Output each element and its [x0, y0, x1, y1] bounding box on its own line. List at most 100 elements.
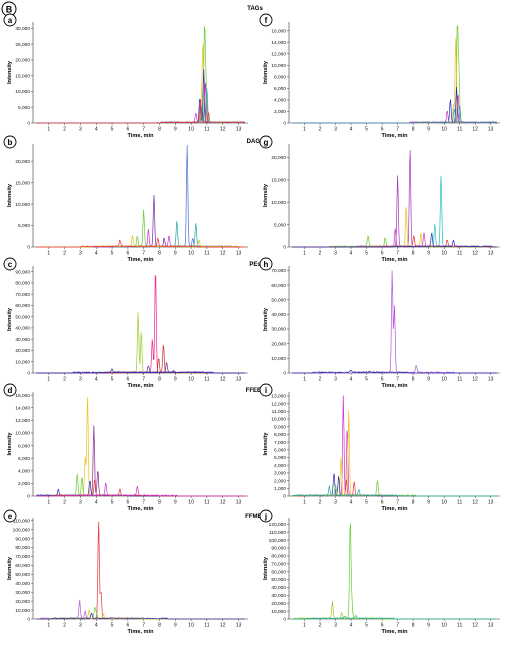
y-tick-label: 15,000 — [15, 73, 30, 79]
x-tick-label: 11 — [204, 251, 209, 257]
y-tick-label: 0 — [283, 121, 286, 127]
x-tick-label: 11 — [457, 251, 462, 257]
y-tick-label: 8,000 — [18, 443, 30, 449]
series-line — [36, 68, 245, 124]
series-line — [36, 396, 245, 497]
panel-c: PEs c 0 10,000 20,000 30,000 40,000 50,000 60,00… — [3, 257, 261, 389]
x-axis-title: Time, min — [127, 629, 154, 635]
series-line — [292, 479, 497, 497]
y-tick-label: 110,000 — [269, 530, 286, 536]
x-tick-label: 1 — [303, 127, 306, 133]
y-tick-label: 13,000 — [271, 394, 286, 400]
series-line — [36, 612, 245, 620]
x-tick-label: 5 — [111, 377, 114, 383]
series-line — [36, 599, 245, 620]
x-tick-label: 8 — [158, 251, 161, 257]
x-tick-label: 8 — [412, 377, 415, 383]
x-tick-label: 13 — [236, 251, 242, 257]
x-tick-label: 4 — [350, 500, 353, 506]
x-tick-label: 3 — [334, 377, 337, 383]
x-tick-label: 9 — [427, 500, 430, 506]
x-tick-label: 11 — [204, 127, 209, 133]
x-tick-label: 12 — [472, 251, 478, 257]
x-tick-label: 3 — [79, 127, 82, 133]
y-tick-label: 20,000 — [271, 341, 286, 347]
y-tick-label: 60,000 — [271, 569, 286, 575]
y-tick-label: 80,000 — [15, 545, 30, 551]
y-tick-label: 10,000 — [271, 417, 286, 423]
x-tick-label: 2 — [319, 623, 322, 629]
group-title: PEs — [249, 262, 261, 268]
x-tick-label: 11 — [204, 623, 209, 629]
y-tick-label: 20,000 — [15, 599, 30, 605]
x-tick-label: 6 — [381, 127, 384, 133]
y-tick-label: 0 — [283, 494, 286, 500]
x-tick-label: 3 — [79, 377, 82, 383]
x-tick-label: 6 — [381, 377, 384, 383]
x-tick-label: 4 — [350, 377, 353, 383]
x-tick-label: 8 — [158, 127, 161, 133]
panel-badge — [259, 13, 273, 27]
x-tick-label: 13 — [236, 127, 242, 133]
group-title: FFMEs — [245, 514, 265, 520]
panel-letter: j — [264, 512, 267, 521]
panel-letter: a — [8, 16, 13, 25]
x-tick-label: 5 — [111, 500, 114, 506]
y-tick-label: 25,000 — [15, 42, 30, 48]
y-tick-label: 3,000 — [274, 471, 286, 477]
x-tick-label: 9 — [427, 251, 430, 257]
panel-d: FFEEs d 0 2,000 4,000 6,000 8,000 10,000 12,000 1… — [3, 383, 265, 512]
y-tick-label: 4,000 — [274, 463, 286, 469]
x-tick-label: 11 — [457, 377, 462, 383]
panel-letter: i — [265, 386, 267, 395]
series-line — [292, 473, 497, 497]
y-tick-label: 1,000 — [274, 486, 286, 492]
y-tick-label: 40,000 — [15, 581, 30, 587]
series-line — [292, 270, 497, 374]
y-tick-label: 30,000 — [15, 26, 30, 32]
x-tick-label: 3 — [334, 500, 337, 506]
y-tick-label: 20,000 — [15, 159, 30, 165]
y-tick-label: 6,000 — [274, 447, 286, 453]
x-tick-label: 10 — [441, 377, 447, 383]
y-tick-label: 80,000 — [15, 281, 30, 287]
x-tick-label: 7 — [142, 127, 145, 133]
x-tick-label: 12 — [472, 500, 478, 506]
y-tick-label: 40,000 — [271, 585, 286, 591]
x-tick-label: 2 — [63, 251, 66, 257]
x-tick-label: 5 — [365, 623, 368, 629]
x-tick-label: 9 — [174, 127, 177, 133]
y-axis-title: Intensity — [263, 307, 269, 331]
x-tick-label: 10 — [441, 127, 447, 133]
y-tick-label: 6,000 — [274, 86, 286, 92]
x-tick-label: 10 — [188, 251, 194, 257]
y-axis-title: Intensity — [7, 60, 13, 84]
x-axis-title: Time, min — [127, 506, 154, 512]
panel-badge — [3, 509, 17, 523]
x-tick-label: 4 — [95, 127, 98, 133]
y-tick-label: 120,000 — [269, 522, 287, 528]
y-axis-title: Intensity — [263, 60, 269, 84]
x-tick-label: 12 — [472, 377, 478, 383]
x-tick-label: 5 — [365, 377, 368, 383]
x-tick-label: 9 — [427, 127, 430, 133]
group-title: FFEEs — [246, 388, 265, 394]
x-tick-label: 12 — [220, 251, 226, 257]
y-tick-label: 0 — [27, 245, 30, 251]
y-tick-label: 70,000 — [15, 554, 30, 560]
series-line — [292, 523, 497, 620]
y-tick-label: 70,000 — [15, 292, 30, 298]
x-tick-label: 1 — [47, 251, 50, 257]
x-axis-title: Time, min — [127, 383, 154, 389]
y-tick-label: 70,000 — [271, 561, 286, 567]
x-tick-label: 6 — [126, 623, 129, 629]
y-tick-label: 100,000 — [13, 527, 31, 533]
y-tick-label: 40,000 — [15, 326, 30, 332]
panel-badge — [3, 257, 17, 271]
y-tick-label: 8,000 — [274, 75, 286, 81]
x-tick-label: 13 — [236, 500, 242, 506]
panel-letter: c — [8, 260, 13, 269]
y-tick-label: 14,000 — [15, 405, 30, 411]
y-axis-title: Intensity — [263, 432, 269, 456]
y-tick-label: 10,000 — [15, 89, 30, 95]
